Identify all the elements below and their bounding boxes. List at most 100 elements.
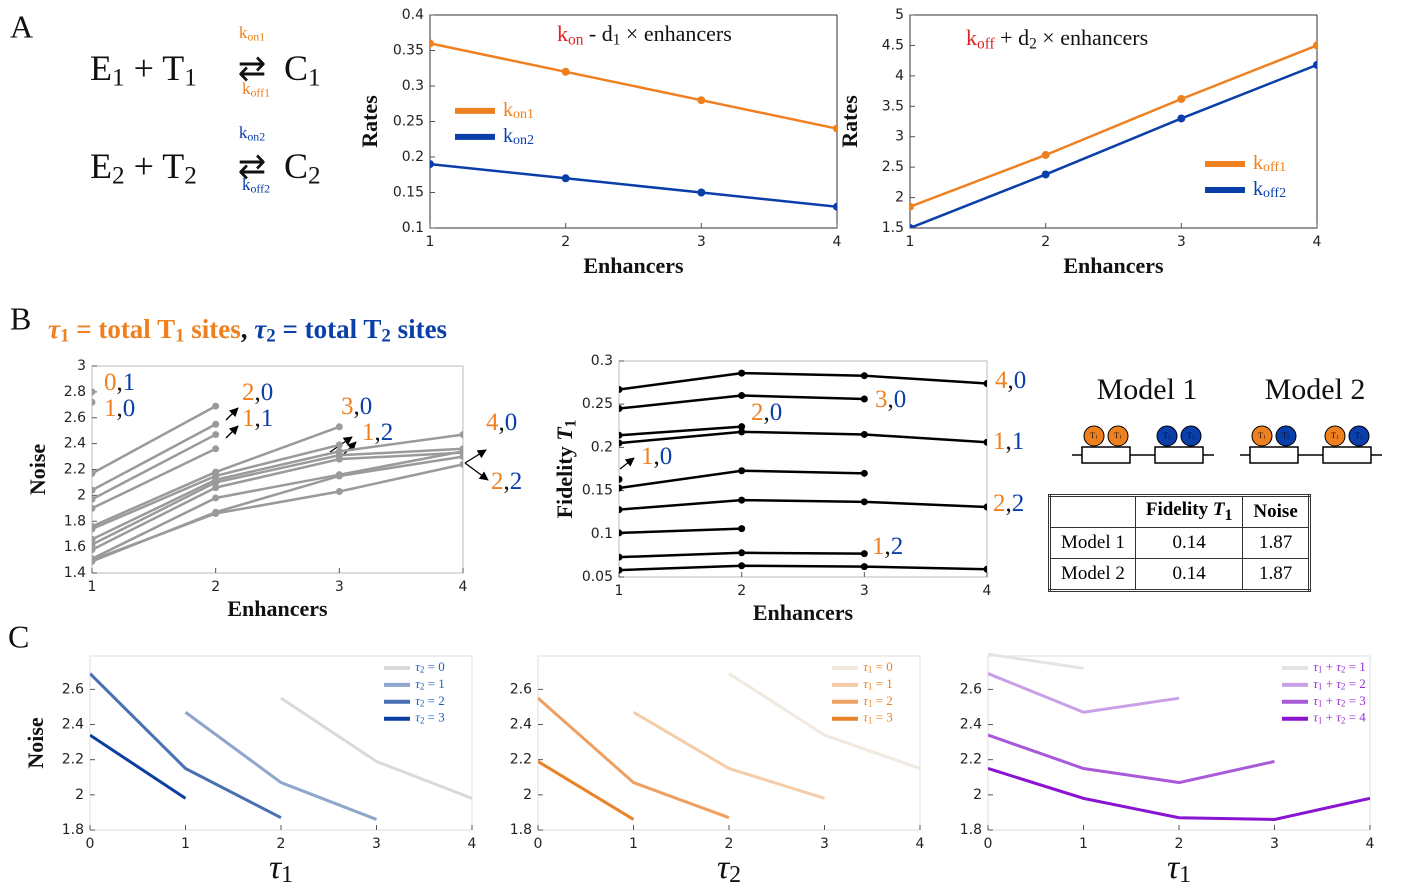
site-label-part: 1 [1119,435,1122,441]
legend-label-part: k [503,98,513,120]
x-tick-label: 0 [984,836,993,852]
annotation-part: 3 [341,393,354,420]
point [616,476,623,483]
line [186,712,377,819]
header-part: T [1213,499,1225,520]
x-tick-label: 2 [1041,234,1050,250]
legend-label: τ1 = 0 [863,659,893,675]
point [426,160,434,168]
point [426,39,434,47]
header-cell: Fidelity T1 [1135,496,1243,528]
figure: A B C E1 + T1⇄kon1koff1C1E2 + T2⇄kon2kof… [0,0,1409,894]
x-tick-label: 3 [335,579,344,595]
b-heading-part: sites [185,314,241,344]
cell: 1.87 [1243,528,1309,559]
point [1313,41,1321,49]
x-tick-label: 4 [468,836,477,852]
point [89,399,96,406]
point [616,567,623,574]
line [910,65,1317,228]
gene [1250,447,1298,463]
corner-cell [1050,496,1136,528]
point [212,484,219,491]
y-tick-label: 2.2 [64,462,86,478]
point [984,380,991,387]
point [212,403,219,410]
y-tick-label: 2.6 [62,681,84,697]
b-heading-part: = total T [69,314,175,344]
point [89,388,96,395]
legend-label-part: on1 [513,107,534,122]
x-tick-label: 0 [534,836,543,852]
annotation: 1,1 [242,405,273,432]
point [984,566,991,573]
point [616,506,623,513]
point [212,510,219,517]
table-row: Model 10.141.87 [1050,528,1310,559]
b-heading-part: 2 [381,326,390,347]
point [697,96,705,104]
y-tick-label: 2 [523,787,532,803]
annotation-part: 1 [242,405,255,432]
annotation-part: 1 [1012,428,1025,455]
x-tick-label: 1 [426,234,435,250]
annotation-part: 0 [261,379,274,406]
b-heading-part: , [241,314,255,344]
annotation-part: 1 [362,419,375,446]
site-label-part: 2 [1192,435,1195,441]
rate-forward: kon2 [239,123,265,143]
y-tick-label: 4.5 [882,37,904,53]
gene [1082,447,1130,463]
legend-label: τ1 + τ2 = 1 [1313,659,1366,675]
x-tick-label: 3 [820,836,829,852]
point [906,224,914,232]
annotation-part: 1 [993,428,1006,455]
annotation-part: - d [583,21,612,46]
y-tick-label: 1.5 [882,220,904,236]
y-axis-label-part: Fidelity [552,441,577,519]
annotation-part: 1 [261,405,274,432]
point [616,440,623,447]
x-axis-label: Enhancers [753,600,854,625]
line [90,735,186,798]
y-tick-label: 2.2 [62,752,84,768]
legend-label-part: = 0 [424,659,444,674]
point [460,453,467,460]
annotation: 2,2 [491,468,522,495]
y-tick-label: 1.8 [510,822,532,838]
annotation: 1,2 [872,533,903,560]
legend-label-part: + [1322,693,1336,708]
legend-label-part: off2 [1263,186,1286,201]
point [738,428,745,435]
x-tick-label: 1 [615,583,624,599]
y-tick-label: 4 [895,68,904,84]
point [616,432,623,439]
y-axis-label: Rates [357,95,382,148]
b-heading-part: 1 [175,326,184,347]
legend-label-part: off1 [1263,160,1286,175]
y-tick-label: 0.2 [591,439,613,455]
x-axis-label: Enhancers [227,596,328,621]
annotation: 1,0 [104,395,135,422]
point [1177,95,1185,103]
table-header: Fidelity T1Noise [1050,496,1310,528]
legend-label: τ1 + τ2 = 3 [1313,693,1366,709]
line [619,566,987,570]
annotation-part: + d [995,25,1029,50]
line [988,674,1179,713]
annotation: 4,0 [486,409,517,436]
cell: 0.14 [1135,559,1243,591]
equation-right-part: 1 [308,64,321,91]
plot-area [906,41,1321,232]
y-tick-label: 5 [895,7,904,23]
point [861,470,868,477]
annotation-part: 0 [104,369,117,396]
point [906,203,914,211]
legend-label: koff1 [1253,152,1286,176]
model-title: Model 1 [1097,373,1198,406]
y-tick-label: 2 [75,787,84,803]
equation-left-part: + T [125,48,185,88]
equation-right-part: C [284,48,308,88]
site-label-part: 2 [1168,435,1171,441]
